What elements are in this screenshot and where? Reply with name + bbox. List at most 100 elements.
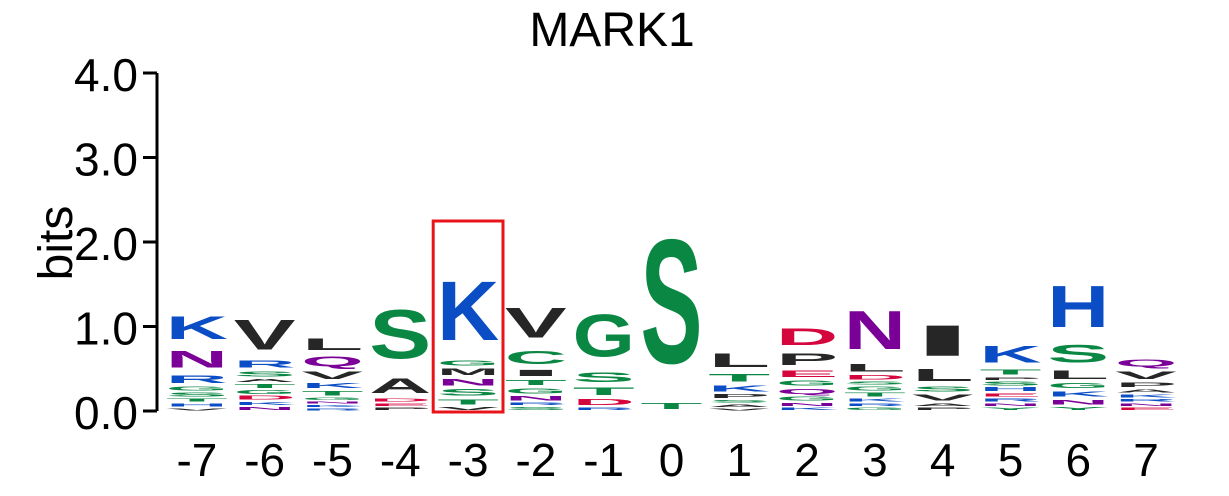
logo-letter: A <box>369 374 431 398</box>
logo-letter: T <box>166 398 228 403</box>
logo-letter: S <box>1047 340 1109 368</box>
logo-letter: N <box>776 402 838 407</box>
logo-letter: V <box>437 406 499 411</box>
logo-letter: N <box>302 401 364 404</box>
logo-letter: R <box>573 407 635 411</box>
logo-letter: R <box>234 359 296 370</box>
logo-letter: S <box>437 387 499 397</box>
logo-letter: S <box>369 297 431 374</box>
logo-letter: G <box>776 379 838 387</box>
logo-letter: S <box>641 202 703 400</box>
y-tick-label: 2.0 <box>74 218 138 270</box>
logo-letter: R <box>166 373 228 386</box>
x-tick-label: 0 <box>659 434 685 486</box>
logo-letter: T <box>437 398 499 406</box>
logo-letter: A <box>234 378 296 383</box>
x-tick-label: -4 <box>380 434 421 486</box>
logo-letter: T <box>844 392 906 398</box>
logo-letter: T <box>302 390 364 397</box>
logo-letter: Y <box>1047 406 1109 411</box>
logo-letter: Q <box>776 387 838 395</box>
logo-letter: H <box>980 386 1042 392</box>
highlight-layer <box>431 219 505 414</box>
y-axis-ticks: 0.0 1.0 2.0 3.0 4.0 <box>74 49 157 439</box>
x-tick-label: -5 <box>312 434 353 486</box>
logo-letter: V <box>708 408 770 411</box>
logo-letter: G <box>844 386 906 392</box>
position-stack: TS <box>641 202 703 411</box>
highlight-box <box>431 219 505 414</box>
logo-letter: V <box>302 369 364 382</box>
logo-letter: I <box>505 368 567 378</box>
logo-letter: A <box>1115 388 1177 393</box>
logo-letter: H <box>1047 273 1109 340</box>
logo-letter: K <box>1047 390 1109 398</box>
logo-letter: K <box>1115 393 1177 398</box>
logo-letter: K <box>980 341 1042 368</box>
logo-letter: T <box>573 385 635 398</box>
logo-letter: G <box>776 396 838 402</box>
y-tick-label: 0.0 <box>74 387 138 439</box>
x-tick-label: 6 <box>1066 434 1092 486</box>
logo-letter: D <box>573 397 635 406</box>
logo-letter: G <box>844 407 906 411</box>
logo-letter: H <box>166 403 228 408</box>
logo-letter: V <box>505 300 567 347</box>
x-tick-label: -6 <box>244 434 285 486</box>
logo-letter: N <box>505 395 567 402</box>
y-tick-label: 4.0 <box>74 49 138 101</box>
logo-letter: S <box>573 370 635 385</box>
logo-letter: G <box>166 386 228 392</box>
logo-letter: L <box>1047 368 1109 381</box>
x-tick-label: 4 <box>930 434 956 486</box>
logo-letter: T <box>980 368 1042 376</box>
logo-letter: L <box>912 365 974 384</box>
logo-letter: P <box>776 350 838 368</box>
logo-letter: T <box>708 371 770 384</box>
logo-letter: K <box>234 401 296 406</box>
logo-letter: Y <box>980 407 1042 411</box>
logo-letter: D <box>844 374 906 381</box>
logo-letter: P <box>708 393 770 399</box>
logo-letter: D <box>776 323 838 350</box>
logo-letter: A <box>708 403 770 407</box>
logo-letter: G <box>234 389 296 395</box>
logo-letter: S <box>980 381 1042 387</box>
logo-letter: N <box>1047 398 1109 406</box>
x-tick-label: 1 <box>727 434 753 486</box>
logo-letter: S <box>166 392 228 398</box>
logo-letter: V <box>166 408 228 411</box>
logo-letter: K <box>302 404 364 407</box>
logo-letter: S <box>844 381 906 386</box>
logo-letter: D <box>234 395 296 401</box>
logo-letter: S <box>234 370 296 378</box>
y-axis-label: bits <box>30 206 83 281</box>
logo-letter: L <box>844 361 906 374</box>
logo-letter: R <box>505 402 567 406</box>
logo-letter: K <box>844 397 906 402</box>
logo-letter: L <box>302 335 364 353</box>
logo-letter: M <box>437 367 499 377</box>
logo-letter: P <box>912 407 974 411</box>
logo-letter: Q <box>302 354 364 369</box>
logo-letter: E <box>776 369 838 379</box>
logo-letter: V <box>912 393 974 402</box>
logo-letter: T <box>234 383 296 389</box>
logo-letter: A <box>912 403 974 407</box>
logo-letter: P <box>1115 381 1177 388</box>
x-tick-label: -3 <box>448 434 489 486</box>
logo-letter: K <box>776 407 838 411</box>
